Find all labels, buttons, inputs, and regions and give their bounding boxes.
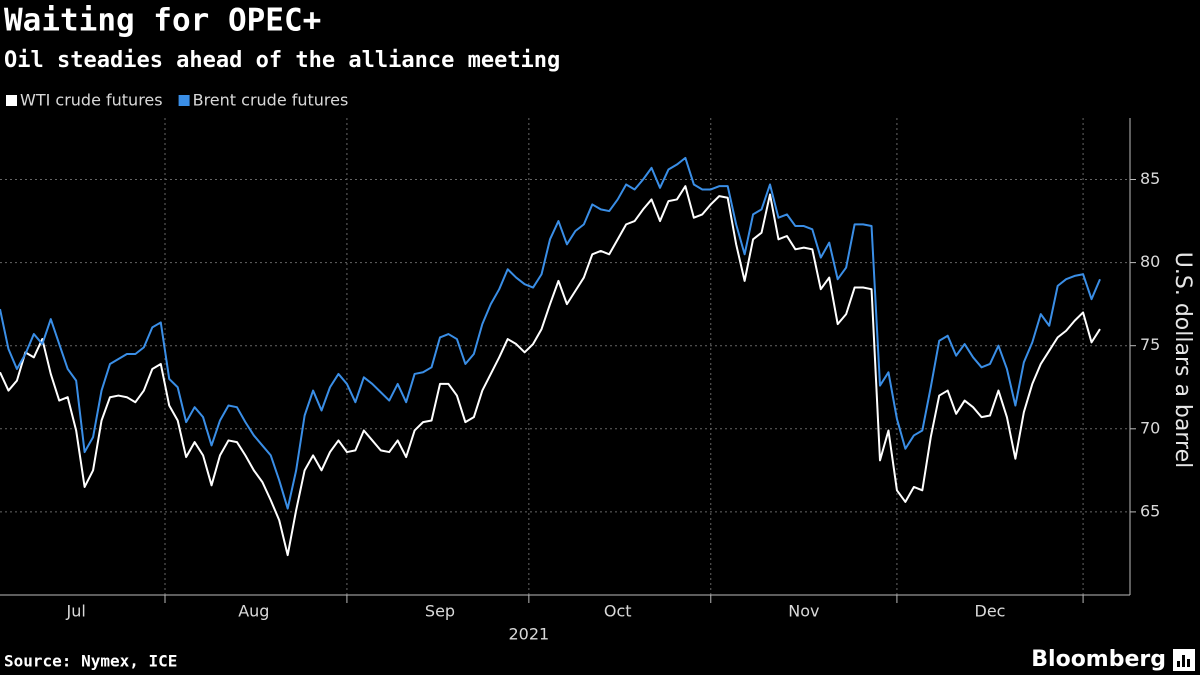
x-axis-label: 2021 (508, 625, 549, 644)
x-tick-label: Dec (975, 602, 1006, 621)
legend-swatch (6, 95, 17, 106)
y-tick-label: 75 (1140, 335, 1160, 354)
logo-icon (1173, 649, 1195, 671)
x-tick-label: Nov (788, 602, 819, 621)
chart-subtitle: Oil steadies ahead of the alliance meeti… (4, 48, 560, 73)
x-tick-label: Sep (425, 602, 455, 621)
series-line (0, 185, 1101, 557)
y-tick-label: 70 (1140, 418, 1160, 437)
legend-label: WTI crude futures (20, 91, 163, 110)
legend-label: Brent crude futures (193, 91, 349, 110)
chart-title: Waiting for OPEC+ (4, 3, 321, 39)
x-tick-label: Oct (604, 602, 632, 621)
source: Source: Nymex, ICE (4, 652, 177, 671)
legend-swatch (178, 95, 190, 106)
series-line (0, 156, 1101, 510)
y-tick-label: 85 (1140, 169, 1160, 188)
x-tick-label: Aug (238, 602, 269, 621)
y-tick-label: 80 (1140, 252, 1160, 271)
y-tick-label: 65 (1140, 501, 1160, 520)
y-axis-label: U.S. dollars a barrel (1170, 252, 1195, 468)
logo: Bloomberg (1031, 647, 1166, 672)
x-tick-label: Jul (65, 602, 85, 621)
